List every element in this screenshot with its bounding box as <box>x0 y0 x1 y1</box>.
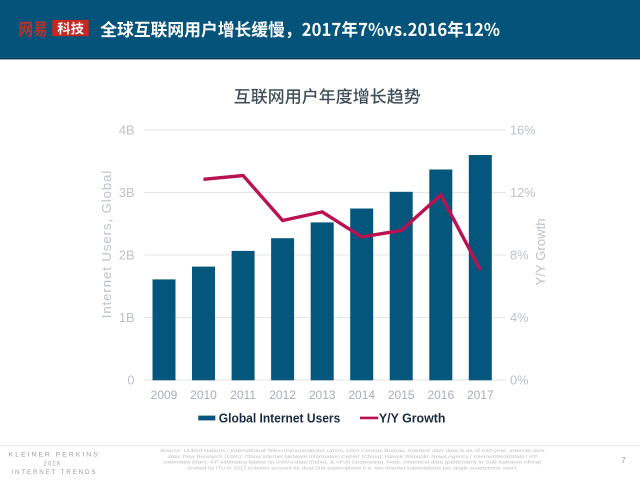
svg-text:1B: 1B <box>119 310 135 325</box>
svg-text:estimates (Iran). KP estimates: estimates (Iran). KP estimates based on … <box>164 460 543 466</box>
svg-text:revised by ITU in 2017 to bett: revised by ITU in 2017 to better account… <box>188 465 518 471</box>
svg-text:2011: 2011 <box>230 388 256 402</box>
svg-text:2009: 2009 <box>151 388 178 402</box>
svg-text:8%: 8% <box>510 248 529 263</box>
svg-text:4%: 4% <box>510 310 529 325</box>
svg-text:Y/Y Growth: Y/Y Growth <box>533 218 548 285</box>
svg-text:INTERNET TRENDS: INTERNET TRENDS <box>11 469 97 476</box>
svg-text:7: 7 <box>621 455 626 465</box>
svg-text:2B: 2B <box>119 248 135 263</box>
svg-text:Y/Y Growth: Y/Y Growth <box>379 411 446 426</box>
svg-text:4B: 4B <box>119 123 135 138</box>
svg-text:12%: 12% <box>510 185 536 200</box>
svg-text:2017: 2017 <box>467 388 494 402</box>
svg-text:KLEINER PERKINS: KLEINER PERKINS <box>9 451 100 458</box>
svg-text:Source: United Nations / Inter: Source: United Nations / International T… <box>160 448 546 454</box>
svg-text:0%: 0% <box>510 373 529 388</box>
svg-text:2012: 2012 <box>269 388 296 402</box>
svg-text:3B: 3B <box>119 185 135 200</box>
svg-text:2016: 2016 <box>427 388 454 402</box>
svg-text:2018: 2018 <box>44 461 62 468</box>
svg-text:2014: 2014 <box>348 388 375 402</box>
svg-text:data: Pew Research (USA); Chin: data: Pew Research (USA); China Internet… <box>168 454 538 460</box>
svg-text:2013: 2013 <box>309 388 336 402</box>
svg-text:2010: 2010 <box>190 388 217 402</box>
svg-text:0: 0 <box>127 373 134 388</box>
svg-text:Global Internet Users: Global Internet Users <box>219 411 340 426</box>
svg-text:2015: 2015 <box>388 388 415 402</box>
svg-text:16%: 16% <box>510 123 536 138</box>
svg-text:Internet Users, Global: Internet Users, Global <box>99 170 114 319</box>
